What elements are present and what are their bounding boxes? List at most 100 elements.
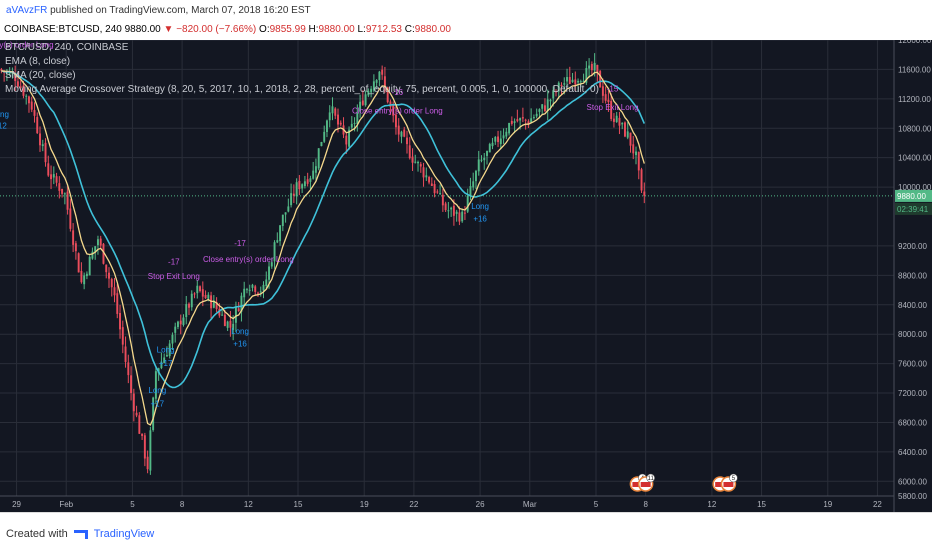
- candle-body: [488, 144, 491, 153]
- x-tick-label: 26: [476, 500, 485, 509]
- candle-body: [441, 194, 444, 206]
- candle-body: [314, 166, 317, 173]
- event-count-badge: [646, 473, 655, 483]
- candle-body: [359, 101, 362, 112]
- candle-body: [563, 83, 566, 85]
- candle-body: [499, 138, 502, 145]
- candle-body: [287, 206, 290, 212]
- strategy-signal-label: -15: [607, 84, 619, 93]
- candle-body: [328, 112, 331, 121]
- candle-body: [337, 114, 339, 125]
- candle-body: [306, 179, 309, 184]
- candle-body: [417, 161, 419, 164]
- candle-body: [124, 346, 127, 362]
- candle-body: [36, 117, 39, 134]
- candle-body: [433, 184, 436, 194]
- candle-body: [74, 243, 77, 252]
- footer: Created with TradingView: [0, 512, 932, 551]
- candle-body: [392, 105, 395, 116]
- low-label: L:: [357, 24, 366, 35]
- candle-body: [22, 85, 25, 96]
- candle-body: [367, 90, 370, 96]
- candle-body: [251, 284, 254, 288]
- candle-body: [461, 211, 464, 222]
- candle-body: [284, 212, 287, 215]
- ema-line: [1, 70, 645, 426]
- y-tick-label: 8400.00: [898, 301, 927, 310]
- candle-body: [331, 106, 334, 114]
- candle-body: [50, 174, 53, 180]
- candle-body: [196, 285, 199, 294]
- candle-body: [549, 99, 552, 102]
- candle-body: [372, 81, 375, 91]
- chart-area[interactable]: Close entry(s) order Long Long +12 -17 Stop …: [0, 36, 932, 512]
- candle-body: [165, 355, 168, 357]
- x-tick-label: 8: [643, 500, 648, 509]
- candle-body: [94, 246, 97, 253]
- candle-body: [96, 239, 99, 246]
- candle-body: [268, 266, 270, 280]
- symbol: COINBASE:BTCUSD, 240: [4, 24, 122, 35]
- legend-ema[interactable]: EMA (8, close): [5, 56, 71, 67]
- candle-body: [39, 133, 41, 146]
- candle-body: [455, 211, 458, 214]
- candle-body: [303, 181, 306, 187]
- candle-body: [480, 159, 483, 161]
- candle-body: [265, 279, 268, 286]
- y-tick-label: 7600.00: [898, 360, 927, 369]
- event-flag-stripe: [723, 482, 734, 487]
- candle-body: [262, 284, 265, 291]
- close-value: 9880.00: [414, 24, 451, 35]
- candle-body: [245, 289, 248, 291]
- candle-body: [624, 122, 626, 137]
- candle-body: [383, 76, 386, 88]
- strategy-signal-label: -16: [392, 88, 404, 97]
- candle-body: [394, 114, 397, 128]
- candle-body: [163, 357, 166, 363]
- candle-body: [593, 62, 596, 71]
- open-value: 9855.99: [269, 24, 306, 35]
- strategy-signal-label: +12: [0, 121, 7, 130]
- candle-body: [444, 203, 447, 211]
- strategy-signal-label: Close entry(s) order Long: [203, 255, 294, 264]
- quote-line: COINBASE:BTCUSD, 240 9880.00 ▼ −820.00 (…: [4, 24, 451, 35]
- candle-body: [152, 397, 155, 431]
- sma-line: [1, 70, 646, 389]
- candle-body: [334, 108, 337, 116]
- candle-body: [574, 79, 577, 85]
- candle-body: [218, 308, 221, 316]
- candle-body: [640, 169, 643, 191]
- candle-body: [516, 119, 519, 122]
- candle-body: [519, 118, 522, 121]
- legend-strategy[interactable]: Moving Average Crossover Strategy (8, 20…: [5, 84, 599, 95]
- tradingview-logo-icon: [73, 529, 88, 539]
- publisher-link[interactable]: aVAvzFR: [6, 5, 48, 16]
- candle-body: [141, 433, 144, 436]
- footer-brand-link[interactable]: TradingView: [93, 528, 155, 540]
- candle-body: [8, 72, 11, 74]
- candle-body: [248, 289, 251, 291]
- candle-body: [116, 293, 119, 314]
- candle-body: [353, 122, 356, 124]
- price-chart[interactable]: Close entry(s) order Long Long +12 -17 Stop …: [0, 36, 932, 512]
- candle-body: [240, 295, 243, 312]
- candle-body: [276, 240, 279, 243]
- candle-body: [88, 256, 91, 276]
- candle-body: [513, 121, 516, 123]
- candle-body: [566, 77, 568, 82]
- x-tick-label: 19: [360, 500, 369, 509]
- legend-sma[interactable]: SMA (20, close): [5, 70, 76, 81]
- candle-body: [615, 115, 618, 123]
- candle-body: [406, 137, 408, 145]
- candle-body: [290, 193, 293, 206]
- footer-text: Created with TradingView: [6, 528, 154, 540]
- candle-body: [463, 212, 466, 214]
- candle-body: [61, 188, 64, 194]
- candle-body: [486, 150, 488, 156]
- strategy-signal-label: +16: [473, 215, 487, 224]
- countdown-box: [895, 202, 932, 215]
- x-tick-label: Feb: [59, 500, 73, 509]
- candle-body: [557, 82, 560, 92]
- candle-body: [582, 80, 585, 82]
- candle-body: [254, 286, 257, 292]
